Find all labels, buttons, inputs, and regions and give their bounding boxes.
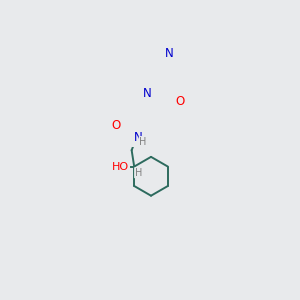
Text: N: N	[142, 88, 151, 100]
Text: N: N	[134, 131, 142, 144]
Text: O: O	[111, 119, 120, 132]
Text: H: H	[139, 136, 147, 146]
Text: H: H	[135, 168, 142, 178]
Text: N: N	[164, 47, 173, 60]
Text: O: O	[176, 95, 185, 108]
Text: HO: HO	[112, 162, 130, 172]
